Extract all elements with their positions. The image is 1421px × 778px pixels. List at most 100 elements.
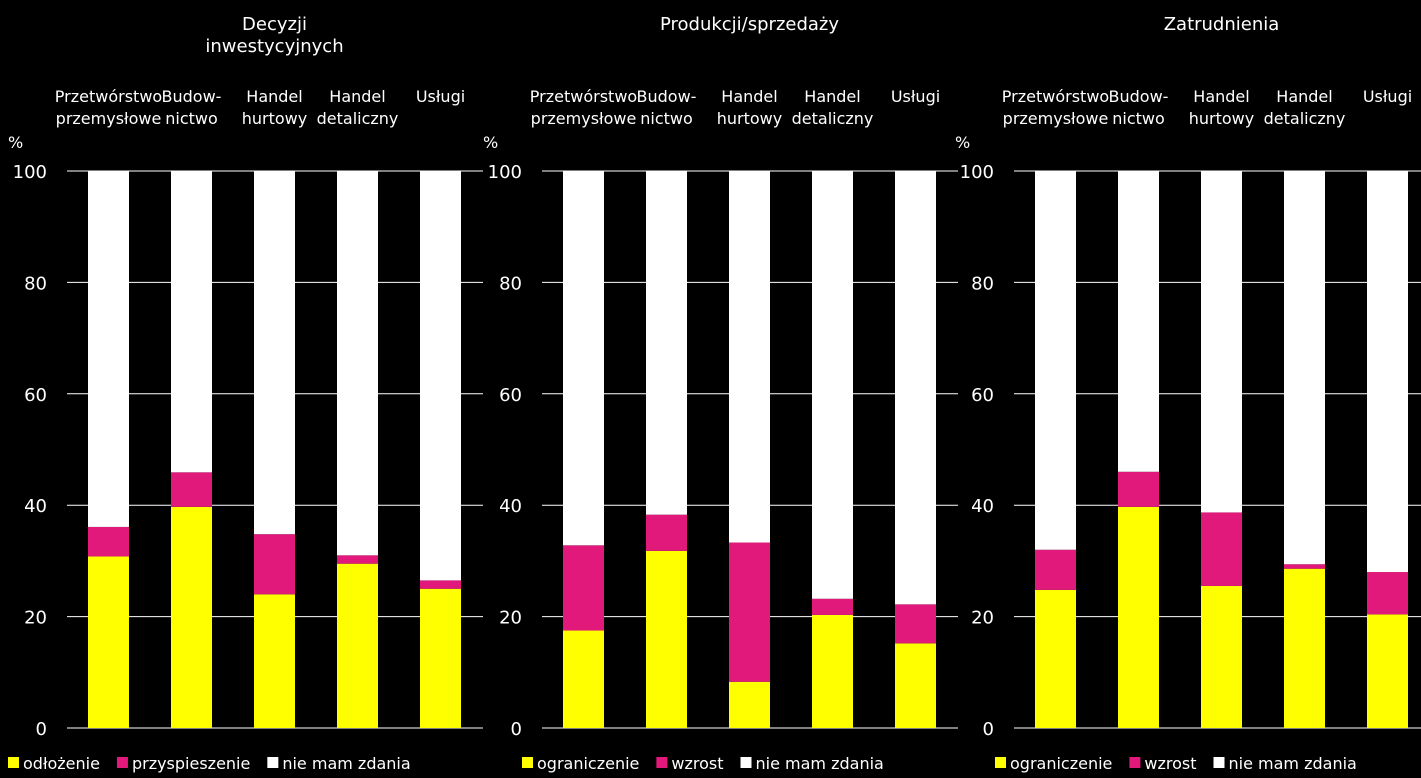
- chart-2-bar-segment: [812, 615, 853, 728]
- chart-2-category-label: Budow-: [637, 87, 697, 106]
- chart-2-legend-label: nie mam zdania: [756, 754, 884, 773]
- chart-3-bar-segment: [1035, 171, 1076, 550]
- chart-1-category-label: przemysłowe: [56, 109, 162, 128]
- chart-3-bar-segment: [1118, 472, 1159, 507]
- chart-2-bar-segment: [563, 171, 604, 545]
- chart-2-bar-segment: [729, 682, 770, 728]
- chart-3-bar-segment: [1284, 564, 1325, 568]
- chart-3-legend-label: ograniczenie: [1010, 754, 1112, 773]
- chart-2-category-label: Usługi: [891, 87, 940, 106]
- chart-1-legend-swatch: [117, 757, 128, 768]
- chart-2-legend-label: ograniczenie: [537, 754, 639, 773]
- chart-3-y-tick-label: 100: [960, 162, 994, 183]
- chart-1-bar-segment: [171, 171, 212, 472]
- chart-1-bar-segment: [254, 534, 295, 594]
- chart-2-y-tick-label: 80: [499, 273, 522, 294]
- chart-2-y-tick-label: 20: [499, 608, 522, 629]
- chart-2-bar-segment: [729, 543, 770, 682]
- chart-1-category-label: Budow-: [162, 87, 222, 106]
- chart-2-y-tick-label: 0: [511, 719, 522, 740]
- chart-3-category-label: detaliczny: [1264, 109, 1346, 128]
- chart-2-y-unit-label: %: [483, 133, 498, 152]
- chart-3-y-tick-label: 20: [971, 608, 994, 629]
- chart-1-bar-segment: [420, 580, 461, 588]
- chart-3-category-label: Budow-: [1109, 87, 1169, 106]
- chart-3-y-unit-label: %: [955, 133, 970, 152]
- chart-3-category-label: Handel: [1193, 87, 1249, 106]
- chart-1-bar-segment: [254, 594, 295, 728]
- chart-1-legend-label: nie mam zdania: [282, 754, 410, 773]
- chart-1-legend-label: przyspieszenie: [132, 754, 250, 773]
- chart-1-category-label: Handel: [246, 87, 302, 106]
- chart-3-y-tick-label: 0: [983, 719, 994, 740]
- chart-2-bar-segment: [563, 631, 604, 728]
- chart-3-category-label: Przetwórstwo: [1002, 87, 1109, 106]
- chart-2-bar-segment: [646, 551, 687, 728]
- chart-2-category-label: Handel: [804, 87, 860, 106]
- chart-2-bar-segment: [646, 171, 687, 515]
- chart-3-category-label: nictwo: [1112, 109, 1165, 128]
- chart-1-bar-segment: [337, 555, 378, 563]
- chart-1-y-tick-label: 80: [24, 273, 47, 294]
- chart-1-y-tick-label: 100: [13, 162, 47, 183]
- chart-1-category-label: detaliczny: [317, 109, 399, 128]
- chart-3-bar-segment: [1201, 171, 1242, 512]
- chart-2-category-label: przemysłowe: [531, 109, 637, 128]
- chart-3-y-tick-label: 80: [971, 273, 994, 294]
- chart-3-bar-segment: [1035, 590, 1076, 728]
- chart-3-bar-segment: [1201, 586, 1242, 728]
- chart-2-legend-label: wzrost: [671, 754, 723, 773]
- chart-1-bar-segment: [420, 171, 461, 580]
- chart-1-y-tick-label: 20: [24, 608, 47, 629]
- chart-3-legend-label: nie mam zdania: [1229, 754, 1357, 773]
- chart-1-bar-segment: [171, 472, 212, 507]
- chart-2-y-tick-label: 60: [499, 385, 522, 406]
- chart-2-bar-segment: [563, 545, 604, 630]
- chart-2-bar-segment: [812, 599, 853, 615]
- chart-1-bar-segment: [88, 527, 129, 557]
- chart-2-bar-segment: [895, 643, 936, 728]
- chart-2-y-tick-label: 100: [488, 162, 522, 183]
- chart-2-category-label: nictwo: [640, 109, 693, 128]
- chart-2-y-tick-label: 40: [499, 496, 522, 517]
- chart-1-legend-label: odłożenie: [23, 754, 100, 773]
- chart-1-legend-swatch: [267, 757, 278, 768]
- chart-1-legend-swatch: [8, 757, 19, 768]
- chart-3-y-tick-label: 40: [971, 496, 994, 517]
- chart-2-title-line: Produkcji/sprzedaży: [660, 14, 839, 35]
- chart-2-bar-segment: [812, 171, 853, 599]
- chart-1-y-tick-label: 60: [24, 385, 47, 406]
- chart-3-category-label: Handel: [1276, 87, 1332, 106]
- chart-3-bar-segment: [1118, 171, 1159, 472]
- chart-3-category-label: przemysłowe: [1003, 109, 1109, 128]
- chart-3-legend-swatch: [1214, 757, 1225, 768]
- chart-1-category-label: Handel: [329, 87, 385, 106]
- chart-1-y-tick-label: 40: [24, 496, 47, 517]
- chart-1-bar-segment: [88, 556, 129, 728]
- chart-3-category-label: Usługi: [1363, 87, 1412, 106]
- chart-2-bar-segment: [895, 171, 936, 604]
- chart-3-y-tick-label: 60: [971, 385, 994, 406]
- chart-2-legend-swatch: [656, 757, 667, 768]
- chart-3-category-label: hurtowy: [1189, 109, 1254, 128]
- chart-1-bar-segment: [337, 564, 378, 728]
- chart-3-bar-segment: [1035, 550, 1076, 590]
- chart-3-bar-segment: [1284, 171, 1325, 564]
- chart-1-category-label: nictwo: [165, 109, 218, 128]
- chart-1-bar-segment: [88, 171, 129, 527]
- chart-3-bar-segment: [1367, 171, 1408, 572]
- chart-1-bar-segment: [420, 589, 461, 728]
- chart-3-legend-swatch: [995, 757, 1006, 768]
- chart-2-legend-swatch: [522, 757, 533, 768]
- chart-2-category-label: Przetwórstwo: [530, 87, 637, 106]
- chart-1-title-line: Decyzji: [242, 14, 307, 35]
- chart-1-bar-segment: [337, 171, 378, 555]
- chart-3-bar-segment: [1118, 507, 1159, 728]
- chart-3-title-line: Zatrudnienia: [1164, 14, 1280, 35]
- chart-2-category-label: detaliczny: [792, 109, 874, 128]
- chart-1-category-label: Usługi: [416, 87, 465, 106]
- chart-3-legend-label: wzrost: [1144, 754, 1196, 773]
- chart-2-category-label: Handel: [721, 87, 777, 106]
- chart-3-bar-segment: [1201, 512, 1242, 586]
